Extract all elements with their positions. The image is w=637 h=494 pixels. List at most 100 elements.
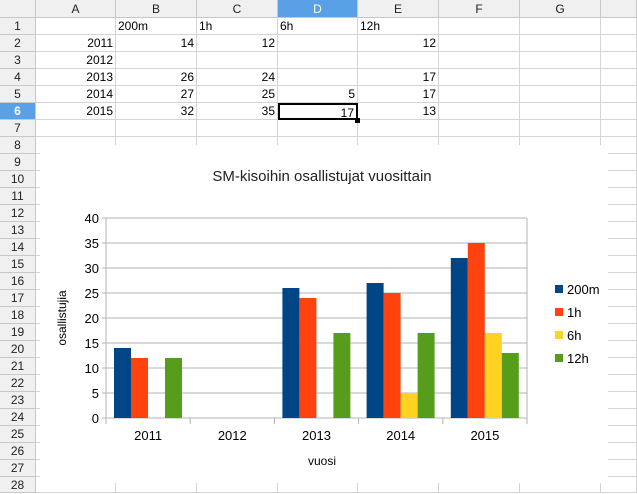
row-header-27[interactable]: 27 xyxy=(0,460,36,477)
row-header-8[interactable]: 8 xyxy=(0,137,36,154)
x-axis-label: vuosi xyxy=(308,454,336,468)
cell-G3[interactable] xyxy=(520,52,601,69)
cell-C6[interactable]: 35 xyxy=(197,103,278,120)
cell-D7[interactable] xyxy=(278,120,358,137)
row-header-6[interactable]: 6 xyxy=(0,103,36,120)
row-header-5[interactable]: 5 xyxy=(0,86,36,103)
column-header-H[interactable] xyxy=(601,0,637,18)
row-header-25[interactable]: 25 xyxy=(0,426,36,443)
cell-G6[interactable] xyxy=(520,103,601,120)
cell-C1[interactable]: 1h xyxy=(197,18,278,35)
cell-D1[interactable]: 6h xyxy=(278,18,358,35)
cell-G4[interactable] xyxy=(520,69,601,86)
column-header-C[interactable]: C xyxy=(197,0,278,18)
row-header-28[interactable]: 28 xyxy=(0,477,36,493)
cell-C5[interactable]: 25 xyxy=(197,86,278,103)
cell-E7[interactable] xyxy=(358,120,439,137)
cell-E1[interactable]: 12h xyxy=(358,18,439,35)
row-header-10[interactable]: 10 xyxy=(0,171,36,188)
row-header-26[interactable]: 26 xyxy=(0,443,36,460)
cell-E4[interactable]: 17 xyxy=(358,69,439,86)
row-header-18[interactable]: 18 xyxy=(0,307,36,324)
cell-B6[interactable]: 32 xyxy=(116,103,197,120)
fill-handle[interactable] xyxy=(355,118,360,123)
cell-B5[interactable]: 27 xyxy=(116,86,197,103)
cell-F7[interactable] xyxy=(439,120,520,137)
bar-6h-2014 xyxy=(400,393,418,418)
row-header-20[interactable]: 20 xyxy=(0,341,36,358)
cell-G2[interactable] xyxy=(520,35,601,52)
row-header-15[interactable]: 15 xyxy=(0,256,36,273)
cell-C3[interactable] xyxy=(197,52,278,69)
row-header-7[interactable]: 7 xyxy=(0,120,36,137)
cell-H5[interactable] xyxy=(601,86,637,103)
row-header-4[interactable]: 4 xyxy=(0,69,36,86)
row-header-17[interactable]: 17 xyxy=(0,290,36,307)
cell-H3[interactable] xyxy=(601,52,637,69)
cell-A7[interactable] xyxy=(36,120,116,137)
row-header-13[interactable]: 13 xyxy=(0,222,36,239)
cell-H2[interactable] xyxy=(601,35,637,52)
cell-F3[interactable] xyxy=(439,52,520,69)
column-header-F[interactable]: F xyxy=(439,0,520,18)
row-header-2[interactable]: 2 xyxy=(0,35,36,52)
row-header-3[interactable]: 3 xyxy=(0,52,36,69)
cell-D4[interactable] xyxy=(278,69,358,86)
cell-F2[interactable] xyxy=(439,35,520,52)
cell-B3[interactable] xyxy=(116,52,197,69)
cell-A4[interactable]: 2013 xyxy=(36,69,116,86)
row-header-12[interactable]: 12 xyxy=(0,205,36,222)
cell-H1[interactable] xyxy=(601,18,637,35)
cell-G1[interactable] xyxy=(520,18,601,35)
cell-C4[interactable]: 24 xyxy=(197,69,278,86)
cell-E6[interactable]: 13 xyxy=(358,103,439,120)
cell-A2[interactable]: 2011 xyxy=(36,35,116,52)
chart[interactable]: SM-kisoihin osallistujat vuosittain 0 5 10 1… xyxy=(40,145,608,483)
active-cell[interactable]: 17 xyxy=(278,103,358,120)
row-header-24[interactable]: 24 xyxy=(0,409,36,426)
row-header-19[interactable]: 19 xyxy=(0,324,36,341)
row-header-11[interactable]: 11 xyxy=(0,188,36,205)
column-header-A[interactable]: A xyxy=(36,0,116,18)
cell-C2[interactable]: 12 xyxy=(197,35,278,52)
cell-A5[interactable]: 2014 xyxy=(36,86,116,103)
row-header-23[interactable]: 23 xyxy=(0,392,36,409)
cell-B2[interactable]: 14 xyxy=(116,35,197,52)
cell-H4[interactable] xyxy=(601,69,637,86)
cell-E2[interactable]: 12 xyxy=(358,35,439,52)
chart-title: SM-kisoihin osallistujat vuosittain xyxy=(212,168,431,185)
cell-H6[interactable] xyxy=(601,103,637,120)
cell-D2[interactable] xyxy=(278,35,358,52)
cell-H7[interactable] xyxy=(601,120,637,137)
cell-G7[interactable] xyxy=(520,120,601,137)
column-header-B[interactable]: B xyxy=(116,0,197,18)
select-all-corner[interactable] xyxy=(0,0,36,18)
cell-F4[interactable] xyxy=(439,69,520,86)
cell-F1[interactable] xyxy=(439,18,520,35)
row-header-14[interactable]: 14 xyxy=(0,239,36,256)
cell-B1[interactable]: 200m xyxy=(116,18,197,35)
cell-G5[interactable] xyxy=(520,86,601,103)
column-header-D[interactable]: D xyxy=(278,0,358,18)
cell-E3[interactable] xyxy=(358,52,439,69)
cell-A3[interactable]: 2012 xyxy=(36,52,116,69)
cell-F6[interactable] xyxy=(439,103,520,120)
cell-D5[interactable]: 5 xyxy=(278,86,358,103)
cell-C7[interactable] xyxy=(197,120,278,137)
column-header-G[interactable]: G xyxy=(520,0,601,18)
bar-200m-2013 xyxy=(282,288,300,418)
cell-F5[interactable] xyxy=(439,86,520,103)
row-header-1[interactable]: 1 xyxy=(0,18,36,35)
column-header-E[interactable]: E xyxy=(358,0,439,18)
y-tick-label: 25 xyxy=(85,286,99,301)
cell-D3[interactable] xyxy=(278,52,358,69)
cell-B4[interactable]: 26 xyxy=(116,69,197,86)
cell-A6[interactable]: 2015 xyxy=(36,103,116,120)
cell-B7[interactable] xyxy=(116,120,197,137)
cell-E5[interactable]: 17 xyxy=(358,86,439,103)
row-header-22[interactable]: 22 xyxy=(0,375,36,392)
row-header-21[interactable]: 21 xyxy=(0,358,36,375)
row-header-16[interactable]: 16 xyxy=(0,273,36,290)
cell-A1[interactable] xyxy=(36,18,116,35)
row-header-9[interactable]: 9 xyxy=(0,154,36,171)
